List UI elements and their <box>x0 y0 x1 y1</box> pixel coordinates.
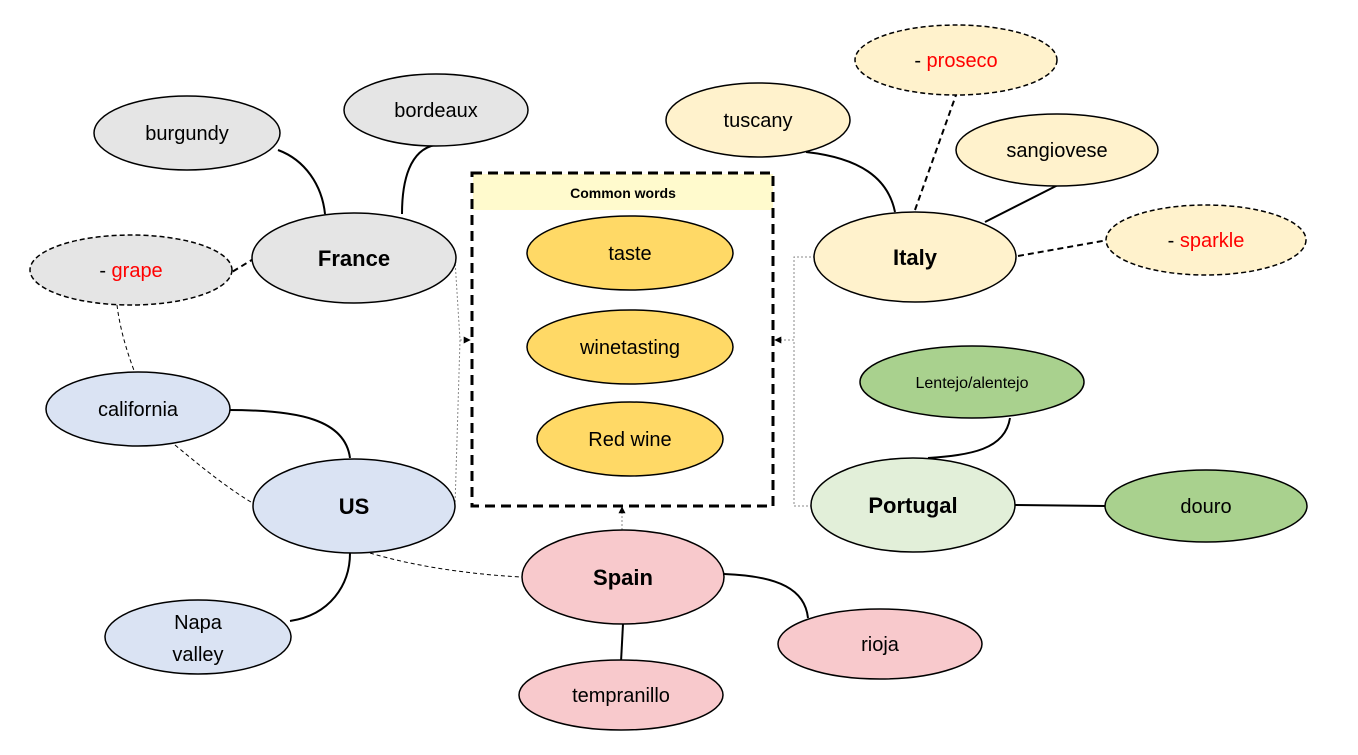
node-italy <box>813 211 1017 303</box>
node-us <box>252 458 456 554</box>
link-portugal-common <box>793 340 812 507</box>
common-words-frame <box>470 171 775 508</box>
node-burgundy <box>93 95 281 171</box>
connector-france-burgundy <box>277 149 326 215</box>
node-tuscany-label: tuscany <box>724 110 793 132</box>
common-word-label: taste <box>608 243 651 265</box>
node-rioja <box>777 608 983 680</box>
france-cluster: burgundy bordeaux France - grape <box>29 73 529 306</box>
connector-spain-rioja <box>723 573 809 619</box>
node-sangiovese <box>955 113 1159 187</box>
connector-italy-sparkle <box>1017 239 1109 257</box>
link-france-common <box>454 259 471 344</box>
link-italy-common <box>774 256 815 344</box>
connector-portugal-douro <box>1014 504 1107 507</box>
node-sparkle <box>1105 204 1307 276</box>
node-grape <box>29 234 233 306</box>
connector-france-grape <box>231 257 256 273</box>
connector-italy-sangiovese <box>984 184 1059 223</box>
link-us-common <box>454 339 461 507</box>
node-napa-label-line2: valley <box>172 644 223 666</box>
node-douro <box>1104 469 1308 543</box>
common-words-title: Common words <box>570 185 676 201</box>
node-spain <box>521 529 725 625</box>
us-cluster: california US Napa valley <box>45 371 456 675</box>
node-france-label: France <box>318 246 390 271</box>
node-napa-valley <box>104 599 292 675</box>
node-tempranillo-label: tempranillo <box>572 685 670 707</box>
node-burgundy-label: burgundy <box>145 123 228 145</box>
node-proseco <box>854 24 1058 96</box>
node-tempranillo <box>518 659 724 731</box>
node-proseco-label: - proseco <box>914 50 997 72</box>
common-word-winetasting <box>526 309 734 385</box>
node-portugal <box>810 457 1016 553</box>
node-california-label: california <box>98 399 179 421</box>
node-napa-label-line1: Napa <box>174 612 223 634</box>
connector-us-spain <box>369 552 523 578</box>
common-word-label: Red wine <box>588 429 671 451</box>
common-words-header <box>473 174 773 210</box>
spain-cluster: Spain rioja tempranillo <box>518 529 983 731</box>
node-douro-label: douro <box>1180 496 1231 518</box>
connector-france-bordeaux <box>401 144 436 215</box>
connector-us-napa <box>289 552 351 622</box>
node-france <box>251 212 457 304</box>
node-tuscany <box>665 82 851 158</box>
node-lentejo-label: Lentejo/alentejo <box>916 375 1029 392</box>
connector-california-us <box>227 409 351 459</box>
node-spain-label: Spain <box>593 565 653 590</box>
common-word-taste <box>526 215 734 291</box>
connector-california-us-dashed <box>174 444 257 506</box>
portugal-cluster: Lentejo/alentejo Portugal douro <box>810 345 1308 553</box>
node-california <box>45 371 231 447</box>
connector-italy-proseco <box>914 94 957 211</box>
connector-portugal-lentejo <box>927 417 1011 459</box>
connector-grape-california <box>116 304 136 374</box>
common-words-box: Common words taste winetasting Red wine <box>470 171 775 508</box>
italy-cluster: - proseco tuscany sangiovese Italy - spa… <box>665 24 1307 303</box>
node-bordeaux-label: bordeaux <box>394 100 477 122</box>
common-word-red-wine <box>536 401 724 477</box>
node-sparkle-label: - sparkle <box>1168 230 1245 252</box>
node-lentejo <box>859 345 1085 419</box>
node-grape-label: - grape <box>99 260 162 282</box>
connectors <box>116 94 1109 663</box>
connector-italy-tuscany <box>805 151 896 213</box>
node-us-label: US <box>339 494 370 519</box>
connector-spain-tempranillo <box>620 623 624 663</box>
node-sangiovese-label: sangiovese <box>1006 140 1107 162</box>
node-italy-label: Italy <box>893 245 938 270</box>
common-word-label: winetasting <box>579 337 680 359</box>
node-rioja-label: rioja <box>861 634 900 656</box>
node-portugal-label: Portugal <box>868 493 957 518</box>
node-bordeaux <box>343 73 529 147</box>
